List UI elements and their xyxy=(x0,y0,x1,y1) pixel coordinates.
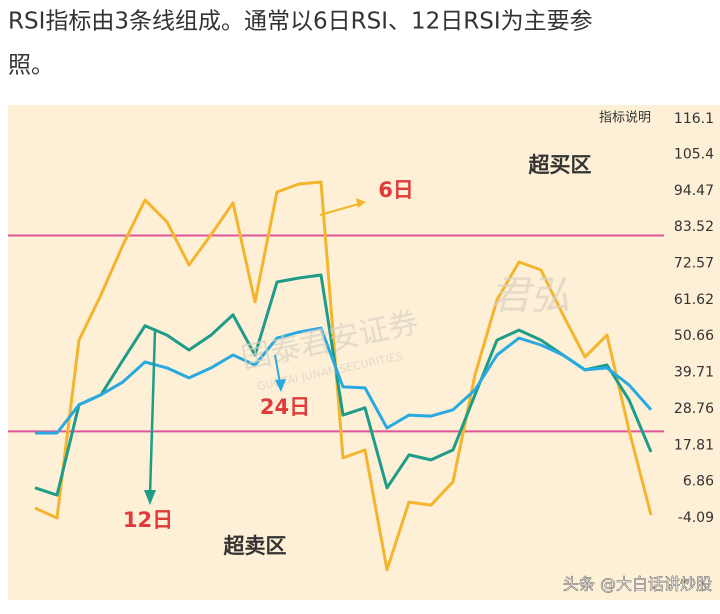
arrow xyxy=(274,354,281,384)
series-annotation: 6日 xyxy=(378,178,414,202)
y-tick-label: 72.57 xyxy=(674,255,714,271)
y-tick-label: 83.52 xyxy=(674,219,714,235)
corner-label: 指标说明 xyxy=(599,111,651,126)
y-tick-label: 28.76 xyxy=(674,401,714,417)
intro-line: RSI指标由3条线组成。通常以6日RSI、12日RSI为主要参 xyxy=(8,9,593,35)
arrow-head xyxy=(144,490,156,505)
y-tick-label: 50.66 xyxy=(674,328,714,344)
arrow xyxy=(319,202,363,216)
y-tick-label: 39.71 xyxy=(674,365,714,381)
arrow-head xyxy=(356,198,366,208)
y-tick-label: 105.4 xyxy=(674,146,714,162)
series-annotation: 24日 xyxy=(260,395,310,419)
watermark: 君弘 xyxy=(490,273,570,319)
series-line xyxy=(34,273,653,497)
series-line xyxy=(35,326,653,435)
series-line xyxy=(34,180,653,572)
arrow-head xyxy=(275,379,286,392)
zone-label: 超买区 xyxy=(529,153,592,177)
y-tick-label: 116.1 xyxy=(674,111,714,127)
series-annotation: 12日 xyxy=(123,508,173,532)
zone-label: 超卖区 xyxy=(224,534,287,558)
intro-line: 照。 xyxy=(8,53,54,79)
y-tick-label: 94.47 xyxy=(674,183,714,199)
y-tick-label: -4.09 xyxy=(678,510,714,526)
credit: 头条 @大白话讲炒股 xyxy=(563,575,712,594)
y-tick-label: 61.62 xyxy=(674,292,714,308)
arrow xyxy=(148,329,157,496)
y-tick-label: 17.81 xyxy=(674,437,714,453)
chart-background xyxy=(8,105,720,600)
y-tick-label: 6.86 xyxy=(683,474,714,490)
